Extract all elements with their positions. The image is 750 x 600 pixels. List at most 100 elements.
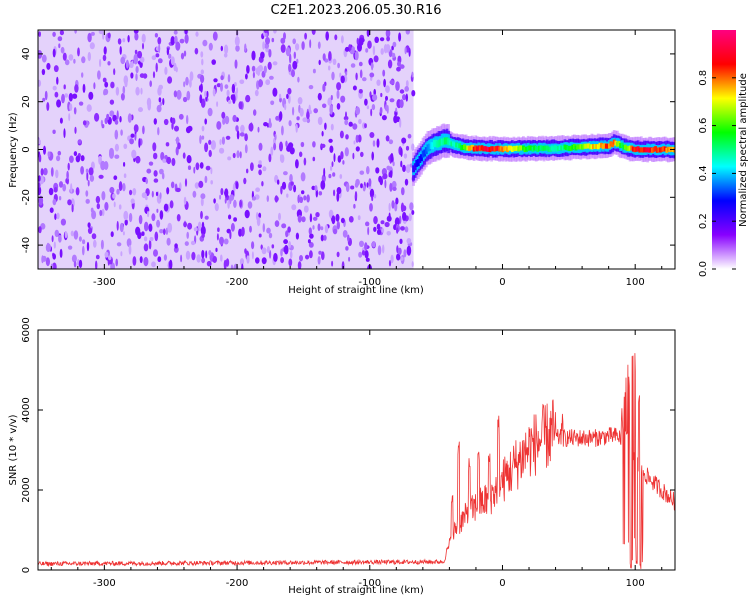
noise-blob	[309, 213, 313, 223]
signal-cell	[453, 142, 457, 148]
noise-blob	[281, 125, 284, 136]
noise-blob	[355, 106, 361, 116]
noise-blob	[141, 231, 145, 236]
signal-cell	[477, 145, 481, 151]
noise-blob	[395, 197, 399, 205]
signal-cell	[541, 146, 544, 152]
noise-blob	[344, 147, 349, 157]
noise-blob	[220, 254, 223, 262]
noise-blob	[227, 74, 231, 83]
noise-blob	[401, 187, 405, 196]
noise-blob	[345, 71, 348, 76]
noise-blob	[204, 215, 209, 220]
noise-blob	[323, 167, 326, 177]
noise-blob	[139, 256, 143, 264]
noise-blob	[332, 172, 336, 177]
noise-blob	[162, 158, 166, 163]
signal-cell	[662, 146, 665, 152]
noise-blob	[73, 261, 77, 268]
noise-blob	[284, 103, 287, 111]
noise-blob	[54, 213, 57, 220]
noise-blob	[259, 79, 264, 87]
noise-blob	[288, 142, 294, 149]
noise-blob	[227, 156, 232, 161]
noise-blob	[320, 226, 324, 231]
noise-blob	[134, 32, 139, 41]
noise-blob	[364, 123, 367, 129]
noise-blob	[224, 115, 230, 125]
noise-blob	[219, 139, 222, 146]
noise-blob	[295, 43, 300, 51]
noise-blob	[271, 37, 275, 43]
noise-blob	[198, 85, 202, 92]
noise-blob	[141, 33, 146, 43]
noise-blob	[281, 181, 287, 190]
noise-blob	[400, 147, 403, 157]
signal-cell	[493, 146, 497, 152]
noise-blob	[201, 233, 205, 238]
noise-blob	[52, 48, 56, 58]
noise-blob	[201, 125, 205, 132]
noise-blob	[130, 198, 135, 204]
noise-blob	[221, 136, 225, 145]
signal-cell	[502, 146, 506, 152]
noise-blob	[328, 138, 333, 143]
noise-blob	[228, 214, 232, 220]
noise-blob	[354, 191, 358, 200]
noise-blob	[400, 202, 405, 213]
noise-blob	[252, 71, 255, 79]
noise-blob	[408, 213, 412, 222]
noise-blob	[288, 120, 292, 127]
noise-blob	[80, 166, 84, 175]
noise-blob	[268, 232, 273, 239]
noise-blob	[252, 196, 257, 201]
noise-blob	[315, 212, 320, 218]
signal-cell	[491, 146, 495, 152]
noise-blob	[392, 41, 397, 48]
noise-blob	[227, 199, 230, 209]
noise-blob	[88, 91, 94, 100]
noise-blob	[52, 253, 56, 260]
noise-blob	[115, 258, 118, 267]
noise-blob	[40, 168, 44, 176]
noise-blob	[175, 41, 181, 51]
noise-blob	[159, 101, 162, 107]
noise-blob	[286, 193, 289, 198]
noise-blob	[103, 46, 107, 55]
noise-blob	[68, 113, 71, 122]
noise-blob	[110, 231, 114, 238]
signal-cell	[447, 138, 450, 146]
noise-blob	[405, 93, 408, 102]
noise-blob	[371, 104, 376, 111]
noise-blob	[245, 94, 251, 103]
noise-blob	[38, 182, 41, 188]
noise-blob	[355, 134, 359, 143]
noise-blob	[162, 98, 165, 106]
noise-blob	[60, 218, 66, 226]
noise-blob	[280, 154, 285, 163]
noise-blob	[279, 141, 283, 152]
signal-cell	[444, 137, 447, 145]
noise-blob	[161, 172, 165, 180]
noise-blob	[404, 226, 409, 233]
noise-blob	[224, 84, 229, 89]
signal-cell	[569, 145, 573, 151]
noise-blob	[266, 195, 269, 203]
noise-blob	[328, 65, 331, 71]
noise-blob	[387, 59, 393, 69]
signal-cell	[587, 143, 591, 149]
noise-blob	[330, 95, 333, 101]
noise-blob	[108, 255, 112, 261]
noise-blob	[299, 107, 304, 117]
signal-cell	[566, 145, 570, 151]
noise-blob	[157, 256, 162, 263]
noise-blob	[232, 152, 236, 159]
noise-blob	[389, 80, 395, 85]
noise-blob	[62, 52, 67, 61]
noise-blob	[251, 251, 254, 260]
noise-blob	[85, 190, 89, 197]
signal-cell	[654, 146, 657, 152]
signal-cell	[510, 146, 514, 152]
noise-blob	[224, 44, 229, 55]
